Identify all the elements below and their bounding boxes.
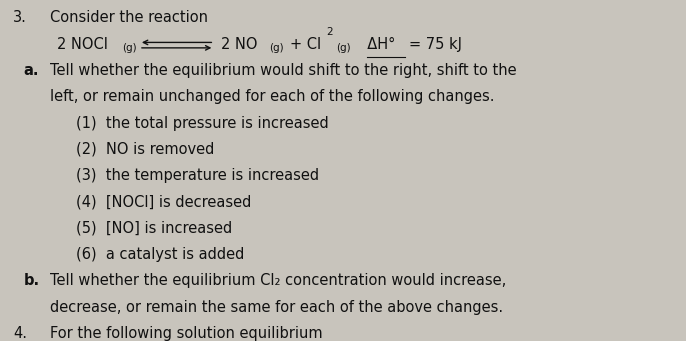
- Text: 4.: 4.: [13, 326, 27, 341]
- Text: = 75 kJ: = 75 kJ: [410, 36, 462, 51]
- Text: 3.: 3.: [13, 10, 27, 25]
- Text: a.: a.: [23, 63, 39, 78]
- Text: Tell whether the equilibrium Cl₂ concentration would increase,: Tell whether the equilibrium Cl₂ concent…: [50, 273, 506, 288]
- Text: 2: 2: [326, 27, 333, 37]
- Text: (g): (g): [122, 43, 137, 53]
- Text: (4)  [NOCl] is decreased: (4) [NOCl] is decreased: [76, 194, 251, 209]
- Text: 2 NOCl: 2 NOCl: [57, 36, 108, 51]
- Text: (g): (g): [269, 43, 284, 53]
- Text: (1)  the total pressure is increased: (1) the total pressure is increased: [76, 116, 329, 131]
- Text: b.: b.: [23, 273, 39, 288]
- Text: (g): (g): [336, 43, 351, 53]
- Text: Consider the reaction: Consider the reaction: [50, 10, 208, 25]
- Text: + Cl: + Cl: [289, 36, 321, 51]
- Text: 2 NO: 2 NO: [221, 36, 258, 51]
- Text: Tell whether the equilibrium would shift to the right, shift to the: Tell whether the equilibrium would shift…: [50, 63, 517, 78]
- Text: For the following solution equilibrium: For the following solution equilibrium: [50, 326, 322, 341]
- Text: decrease, or remain the same for each of the above changes.: decrease, or remain the same for each of…: [50, 300, 503, 315]
- Text: (2)  NO is removed: (2) NO is removed: [76, 142, 215, 157]
- Text: (3)  the temperature is increased: (3) the temperature is increased: [76, 168, 319, 183]
- Text: left, or remain unchanged for each of the following changes.: left, or remain unchanged for each of th…: [50, 89, 495, 104]
- Text: ΔH°: ΔH°: [358, 36, 395, 51]
- Text: (5)  [NO] is increased: (5) [NO] is increased: [76, 221, 233, 236]
- Text: (6)  a catalyst is added: (6) a catalyst is added: [76, 247, 244, 262]
